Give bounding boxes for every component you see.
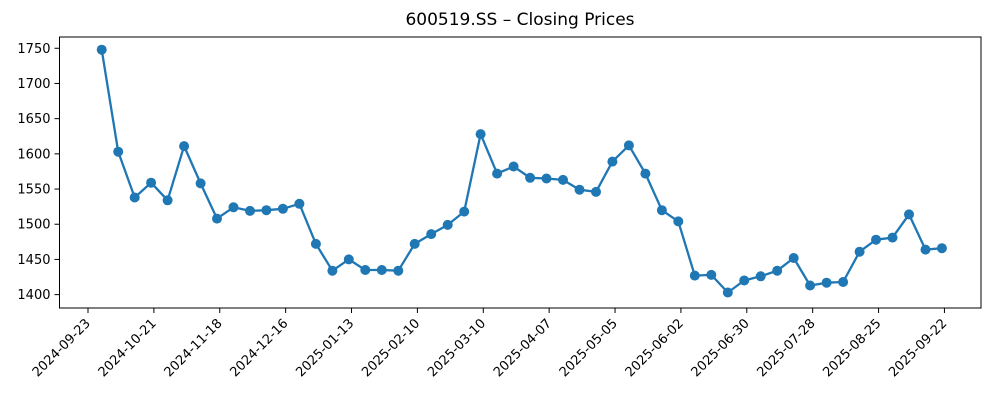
data-point-marker xyxy=(212,213,222,224)
x-axis-tick-label: 2024-09-23 xyxy=(30,316,94,380)
data-point-marker xyxy=(475,129,486,140)
data-point-marker xyxy=(113,146,124,157)
data-point-marker xyxy=(360,265,371,275)
y-axis-tick-label: 1650 xyxy=(17,112,50,127)
data-point-marker xyxy=(821,277,832,288)
data-point-marker xyxy=(409,238,420,249)
data-point-marker xyxy=(376,265,387,275)
data-point-marker xyxy=(574,184,585,195)
x-axis-tick-label: 2024-12-16 xyxy=(227,316,291,380)
data-point-marker xyxy=(96,44,107,55)
x-axis-tick-label: 2025-07-28 xyxy=(754,316,818,380)
data-point-marker xyxy=(228,202,239,213)
x-axis-tick-label: 2024-11-18 xyxy=(162,316,226,380)
data-point-marker xyxy=(689,270,700,281)
data-point-marker xyxy=(558,174,568,185)
data-point-marker xyxy=(310,238,321,249)
data-point-marker xyxy=(261,205,272,216)
data-point-marker xyxy=(146,177,157,188)
data-point-marker xyxy=(343,254,354,265)
data-point-marker xyxy=(591,186,601,197)
data-point-marker xyxy=(442,219,453,230)
plot-frame xyxy=(59,36,982,309)
data-point-marker xyxy=(656,205,667,216)
data-point-marker xyxy=(722,287,733,298)
data-point-marker xyxy=(854,246,865,257)
data-point-marker xyxy=(294,198,305,209)
y-axis-tick-label: 1550 xyxy=(17,183,50,198)
data-point-marker xyxy=(541,173,552,184)
y-axis-tick-label: 1750 xyxy=(17,42,50,57)
data-point-marker xyxy=(492,168,503,179)
data-point-marker xyxy=(673,216,684,227)
data-point-marker xyxy=(426,229,437,240)
y-axis-tick-label: 1450 xyxy=(17,253,50,268)
data-point-marker xyxy=(245,205,255,216)
data-point-marker xyxy=(706,269,717,280)
data-point-marker xyxy=(871,234,881,245)
x-axis-tick-label: 2025-03-10 xyxy=(425,316,489,380)
y-axis-tick-label: 1700 xyxy=(17,77,50,92)
x-axis-tick-label: 2025-06-30 xyxy=(689,316,753,380)
data-point-marker xyxy=(904,209,914,220)
data-point-marker xyxy=(195,178,206,189)
data-point-marker xyxy=(459,206,470,217)
data-point-marker xyxy=(805,280,816,291)
data-point-marker xyxy=(162,195,173,206)
x-axis-tick-label: 2025-09-22 xyxy=(886,316,950,380)
data-point-marker xyxy=(277,203,288,214)
data-point-marker xyxy=(739,275,750,286)
data-point-marker xyxy=(772,265,783,276)
y-axis-tick-label: 1400 xyxy=(17,288,50,303)
data-point-marker xyxy=(936,243,947,254)
x-axis-tick-label: 2025-05-05 xyxy=(557,316,621,380)
x-axis-tick-label: 2025-04-07 xyxy=(491,316,555,380)
x-axis-tick-label: 2025-06-02 xyxy=(623,316,687,380)
data-point-marker xyxy=(920,244,931,255)
data-point-marker xyxy=(525,172,536,183)
y-axis-tick-label: 1500 xyxy=(17,218,50,233)
data-point-marker xyxy=(129,192,140,203)
data-point-marker xyxy=(788,253,799,263)
data-point-marker xyxy=(838,277,849,287)
data-point-marker xyxy=(607,156,618,167)
data-point-marker xyxy=(508,161,519,172)
x-axis-tick-label: 2025-01-13 xyxy=(293,316,357,380)
price-line xyxy=(100,48,944,294)
data-point-marker xyxy=(887,232,898,243)
y-axis-tick-label: 1600 xyxy=(17,147,50,162)
data-point-marker xyxy=(623,140,634,151)
data-point-marker xyxy=(327,265,338,276)
x-axis-tick-label: 2024-10-21 xyxy=(96,316,160,380)
data-point-marker xyxy=(640,168,651,179)
chart-title: 600519.SS – Closing Prices xyxy=(405,10,635,30)
x-axis-tick-label: 2025-08-25 xyxy=(820,316,884,380)
x-axis-tick-label: 2025-02-10 xyxy=(359,316,423,380)
data-point-marker xyxy=(179,141,190,152)
data-point-marker xyxy=(755,271,766,282)
data-point-marker xyxy=(393,265,404,276)
